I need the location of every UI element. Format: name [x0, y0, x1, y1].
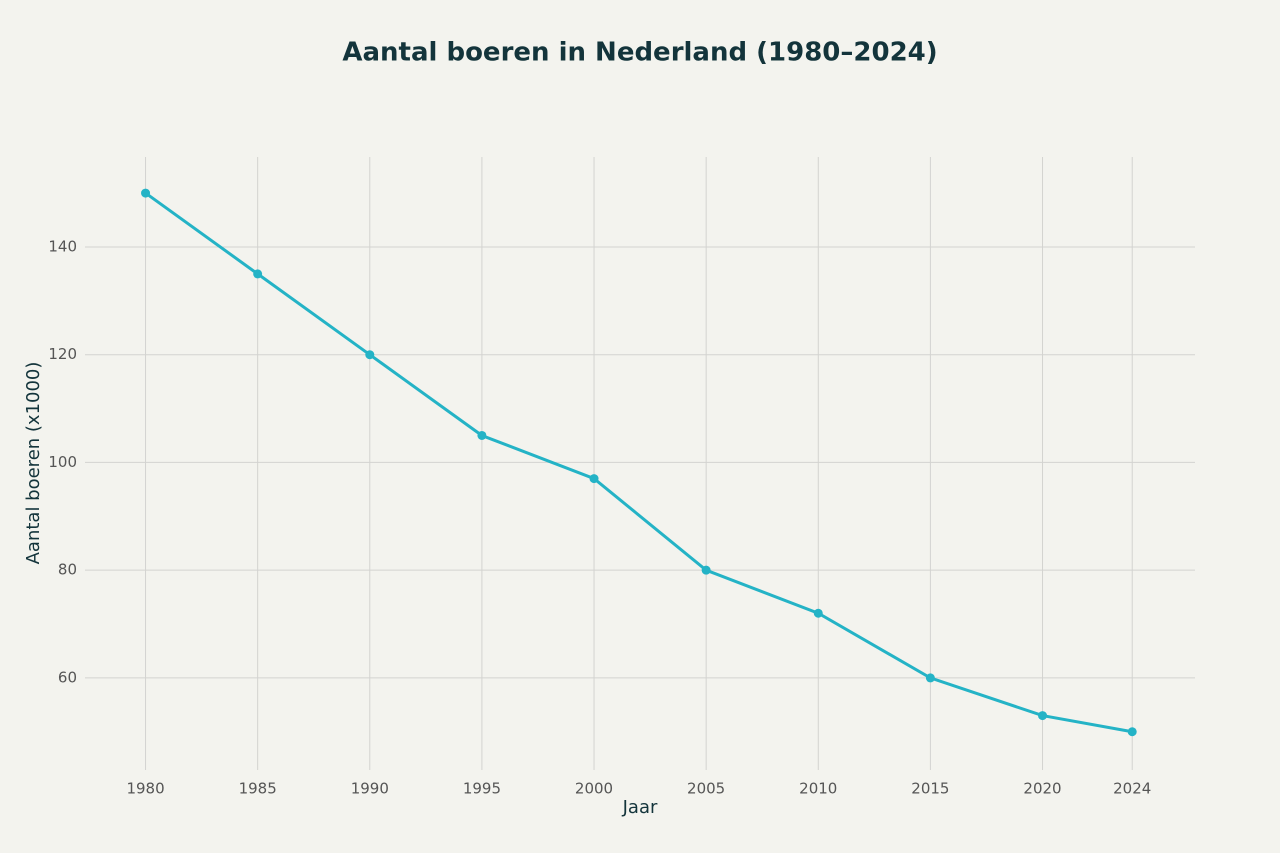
x-tick-label: 2005 [687, 780, 725, 798]
chart-title: Aantal boeren in Nederland (1980–2024) [342, 38, 937, 68]
x-tick-label: 2000 [575, 780, 613, 798]
x-tick-label: 2015 [911, 780, 949, 798]
y-tick-label: 120 [48, 345, 77, 363]
y-tick-label: 80 [58, 561, 77, 579]
x-tick-label: 1980 [126, 780, 164, 798]
x-tick-label: 2010 [799, 780, 837, 798]
data-point [365, 350, 375, 360]
data-point [477, 430, 487, 440]
x-axis-label: Jaar [622, 797, 658, 818]
data-point [925, 673, 935, 683]
x-tick-label: 1995 [463, 780, 501, 798]
data-point [813, 608, 823, 618]
x-tick-label: 2024 [1113, 780, 1151, 798]
data-line [144, 191, 1133, 734]
data-point [253, 269, 263, 279]
x-tick-label: 1990 [351, 780, 389, 798]
data-point [701, 565, 711, 575]
data-point [589, 474, 599, 484]
data-point [141, 188, 151, 198]
y-axis-label: Aantal boeren (x1000) [23, 362, 44, 565]
data-point [1127, 727, 1137, 737]
y-tick-label: 100 [48, 453, 77, 471]
x-tick-label: 2020 [1023, 780, 1061, 798]
data-point [1038, 711, 1048, 721]
y-tick-label: 140 [48, 237, 77, 255]
x-tick-label: 1985 [239, 780, 277, 798]
y-tick-label: 60 [58, 668, 77, 686]
